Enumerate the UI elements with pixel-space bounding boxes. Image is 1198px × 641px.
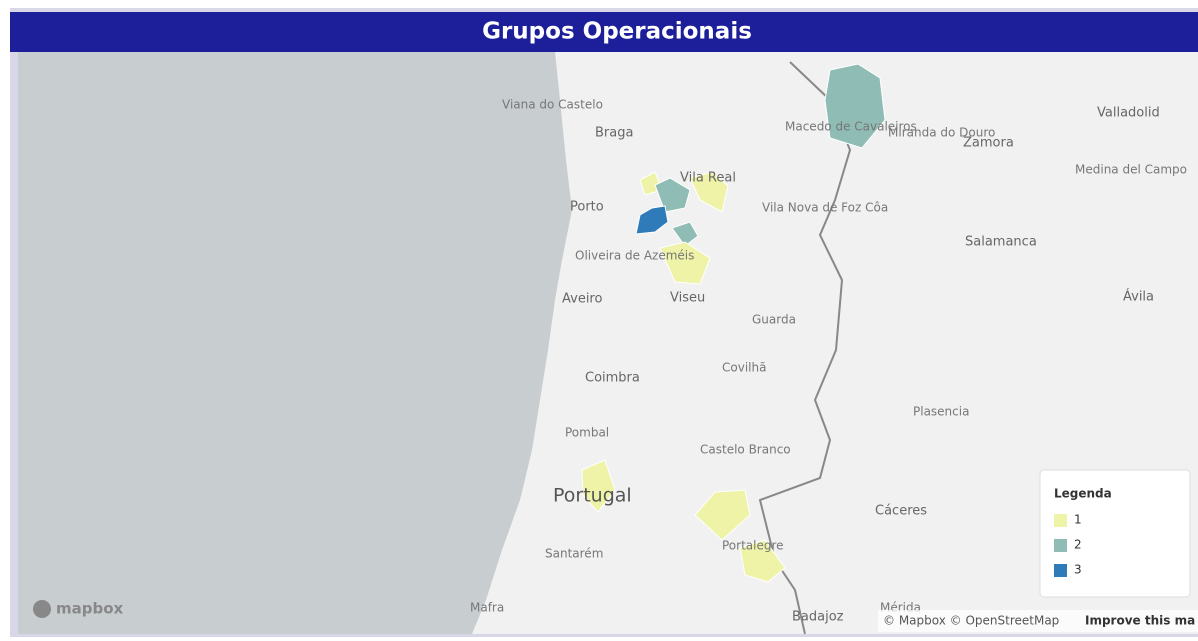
place-label: Miranda do Douro — [888, 126, 995, 140]
legend-label: 2 — [1074, 538, 1082, 552]
place-label: Porto — [570, 200, 604, 215]
region — [689, 171, 729, 213]
attribution-bg — [878, 610, 1198, 632]
legend-label: 3 — [1074, 563, 1082, 577]
place-label: Plasencia — [913, 405, 969, 419]
place-label: Cáceres — [875, 504, 927, 519]
region — [581, 459, 616, 513]
place-label: Viseu — [670, 291, 705, 306]
region — [694, 489, 751, 541]
place-label: Mafra — [470, 601, 504, 615]
place-label: Vila Nova de Foz Côa — [762, 201, 888, 215]
place-label: Vila Real — [680, 171, 736, 186]
region — [659, 241, 711, 285]
region — [671, 221, 699, 247]
place-label: Badajoz — [792, 610, 844, 625]
legend-swatch — [1054, 514, 1067, 527]
attribution: © Mapbox © OpenStreetMap — [883, 614, 1059, 628]
place-label: Viana do Castelo — [502, 98, 603, 112]
place-label: Pombal — [565, 426, 609, 440]
legend-swatch — [1054, 539, 1067, 552]
place-label: Santarém — [545, 547, 603, 561]
region — [635, 205, 669, 235]
logo-icon — [33, 600, 51, 618]
regions: Viana do Castelo Braga Macedo de Cavaleiro… — [470, 63, 1187, 625]
region — [739, 539, 786, 583]
place-label: Salamanca — [965, 235, 1037, 250]
improve-link[interactable]: Improve this ma — [1085, 614, 1195, 628]
legend — [1039, 469, 1191, 598]
place-label: Medina del Campo — [1075, 163, 1187, 177]
place-label: Ávila — [1123, 289, 1154, 305]
place-label: Aveiro — [562, 292, 602, 307]
place-label: Braga — [595, 126, 633, 141]
place-label: Covilhã — [722, 361, 766, 375]
place-label: Coimbra — [585, 371, 640, 386]
header-bar — [10, 12, 1198, 52]
place-label: Valladolid — [1097, 106, 1160, 121]
place-label: Zamora — [963, 136, 1014, 151]
place-label: Macedo de Cavaleiros — [785, 120, 917, 134]
title: Grupos Operacionais — [482, 19, 752, 45]
place-label: Castelo Branco — [700, 443, 791, 457]
legend-swatch — [1054, 564, 1067, 577]
place-label: Guarda — [752, 313, 796, 327]
legend-title: Legenda — [1054, 487, 1112, 501]
place-label: Portugal — [553, 485, 632, 507]
region — [824, 63, 886, 149]
place-label: Oliveira de Azeméis — [575, 249, 694, 263]
place-label: Portalegre — [722, 539, 784, 553]
sea — [18, 52, 572, 634]
legend-label: 1 — [1074, 513, 1082, 527]
logo: mapbox — [56, 600, 124, 618]
